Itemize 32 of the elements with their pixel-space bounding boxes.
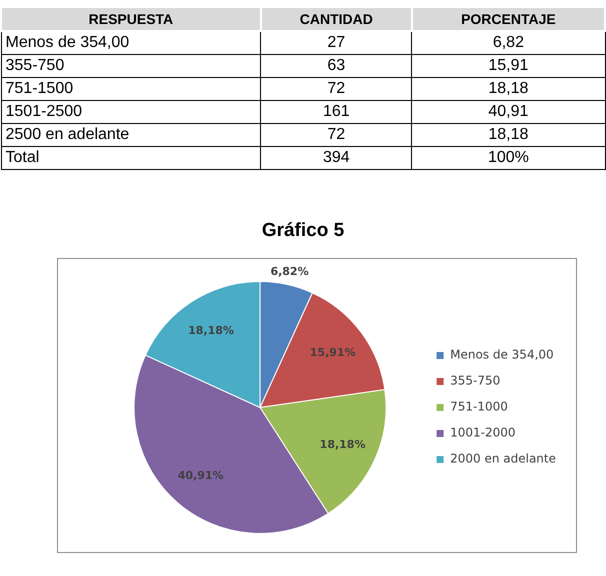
data-label: 18,18% <box>320 438 366 452</box>
text: 2500 en adelante <box>1 124 261 146</box>
legend-label: 751-1000 <box>450 400 508 414</box>
text: 18,18 <box>412 124 605 146</box>
text: RESPUESTA <box>1 7 261 31</box>
text: CANTIDAD <box>260 7 412 31</box>
data-label: 15,91% <box>310 346 356 360</box>
text: PORCENTAJE <box>412 7 605 31</box>
text: 72 <box>260 78 412 100</box>
text: 63 <box>260 54 412 78</box>
text: 1501-2500 <box>1 100 261 124</box>
text: 751-1500 <box>1 78 261 100</box>
text: 40,91 <box>412 100 605 124</box>
legend-label: 355-750 <box>450 374 500 388</box>
legend-label: 2000 en adelante <box>450 452 556 466</box>
text: 72 <box>260 124 412 146</box>
legend-label: Menos de 354,00 <box>450 348 554 362</box>
text: Total <box>1 146 261 170</box>
text: 161 <box>260 100 412 124</box>
text: Menos de 354,00 <box>1 31 261 54</box>
data-label: 6,82% <box>270 264 309 278</box>
text: 18,18 <box>412 78 605 100</box>
text: 100% <box>412 146 605 170</box>
text: 6,82 <box>412 31 605 54</box>
data-label: 40,91% <box>178 468 224 482</box>
data-label: 18,18% <box>188 324 234 338</box>
text: 355-750 <box>1 54 261 78</box>
legend-label: 1001-2000 <box>450 426 516 440</box>
chart-title: Gráfico 5 <box>260 220 346 243</box>
text: 394 <box>260 146 412 170</box>
text: 27 <box>260 31 412 54</box>
text: 15,91 <box>412 54 605 78</box>
